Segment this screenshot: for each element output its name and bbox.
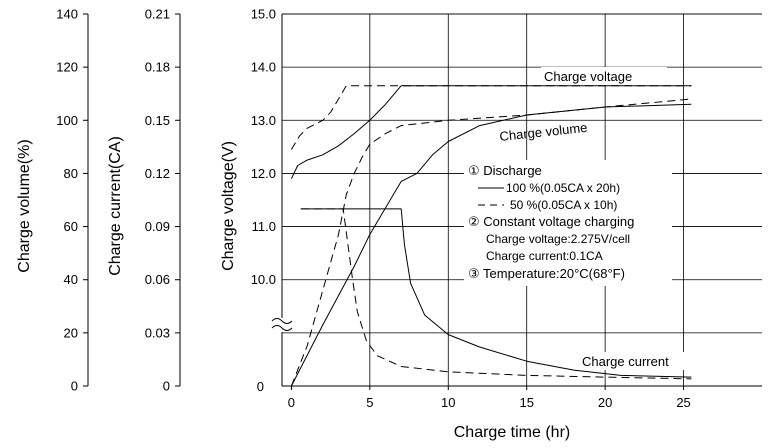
charge-voltage-axis: 10.0 11.0 12.0 13.0 14.0 15.0 0	[251, 7, 293, 394]
charge-time-axis-tick-label: 0	[288, 395, 295, 410]
legend-cv-voltage: Charge voltage:2.275V/cell	[486, 232, 630, 246]
charge-volume-axis-title: Charge volume(%)	[16, 139, 33, 272]
charge-voltage-axis-tick-label: 12.0	[251, 166, 276, 181]
charge-current-axis: 0 0.03 0.06 0.09 0.12 0.15 0.18 0.21	[145, 7, 181, 394]
charge-current-axis-tick-label: 0.15	[145, 113, 170, 128]
charge-current-axis-tick-label: 0	[163, 379, 170, 394]
charge-time-axis-tick-label: 5	[366, 395, 373, 410]
charge-volume-axis-tick-label: 120	[56, 60, 78, 75]
charge-volume-axis-tick-label: 40	[64, 272, 78, 287]
charge-time-axis-tick-label: 10	[441, 395, 455, 410]
charge-volume-axis-tick-label: 20	[64, 325, 78, 340]
axis-break-mark	[271, 318, 293, 324]
legend-cv-title: ② Constant voltage charging	[468, 214, 634, 229]
charge-volume-curve-label: Charge volume	[499, 120, 588, 144]
axis-break-gap	[271, 318, 293, 332]
legend-discharge-50: 50 %(0.05CA x 10h)	[510, 198, 617, 212]
curve-current-50	[300, 208, 692, 380]
charge-voltage-axis-tick-label: 10.0	[251, 272, 276, 287]
charge-volume-axis: 0 20 40 60 80 100 120 140	[56, 7, 89, 394]
charge-volume-axis-tick-label: 100	[56, 113, 78, 128]
axis-break-mark	[271, 325, 293, 331]
charge-time-axis: 0 5 10 15 20 25	[288, 386, 691, 410]
charge-voltage-axis-tick-label: 11.0	[252, 219, 276, 234]
legend-temperature: ③ Temperature:20°C(68°F)	[468, 266, 625, 281]
charge-time-axis-tick-label: 25	[676, 395, 690, 410]
legend-background	[464, 160, 672, 286]
charge-voltage-axis-zero-label: 0	[257, 379, 264, 394]
legend-discharge-title: ① Discharge	[468, 163, 542, 178]
charge-current-axis-title: Charge current(CA)	[107, 136, 124, 276]
charge-current-axis-tick-label: 0.21	[145, 7, 170, 22]
curve-current-100	[300, 208, 692, 378]
plot-annotations: Charge voltage Charge volume Charge curr…	[464, 67, 701, 370]
charge-volume-axis-tick-label: 80	[64, 166, 78, 181]
curve-voltage-50	[290, 85, 692, 150]
charge-volume-axis-tick-label: 0	[71, 379, 78, 394]
charge-voltage-axis-tick-label: 14.0	[251, 60, 276, 75]
charge-voltage-axis-title: Charge voltage(V)	[220, 141, 237, 271]
charge-voltage-label-bg	[541, 67, 667, 85]
legend-cv-current: Charge current:0.1CA	[486, 249, 603, 263]
charge-time-axis-tick-label: 20	[598, 395, 612, 410]
charge-voltage-axis-tick-label: 15.0	[251, 7, 276, 22]
charge-current-label-bg	[577, 352, 701, 370]
charge-current-axis-tick-label: 0.12	[145, 166, 170, 181]
charge-time-axis-title: Charge time (hr)	[454, 424, 570, 441]
charge-current-curve-label: Charge current	[582, 354, 669, 369]
charge-voltage-curve-label: Charge voltage	[544, 69, 632, 84]
curve-voltage-100	[290, 85, 692, 179]
chart-curves	[290, 85, 692, 387]
charge-time-axis-tick-label: 15	[519, 395, 533, 410]
charge-voltage-axis-tick-label: 13.0	[251, 113, 276, 128]
charge-current-axis-tick-label: 0.03	[145, 325, 170, 340]
charge-current-axis-tick-label: 0.09	[145, 219, 170, 234]
charge-current-axis-tick-label: 0.06	[145, 272, 170, 287]
charge-volume-axis-tick-label: 140	[56, 7, 78, 22]
charge-current-axis-tick-label: 0.18	[145, 60, 170, 75]
curve-volume-50	[290, 98, 692, 387]
charge-volume-axis-tick-label: 60	[64, 219, 78, 234]
legend-discharge-100: 100 %(0.05CA x 20h)	[506, 181, 620, 195]
